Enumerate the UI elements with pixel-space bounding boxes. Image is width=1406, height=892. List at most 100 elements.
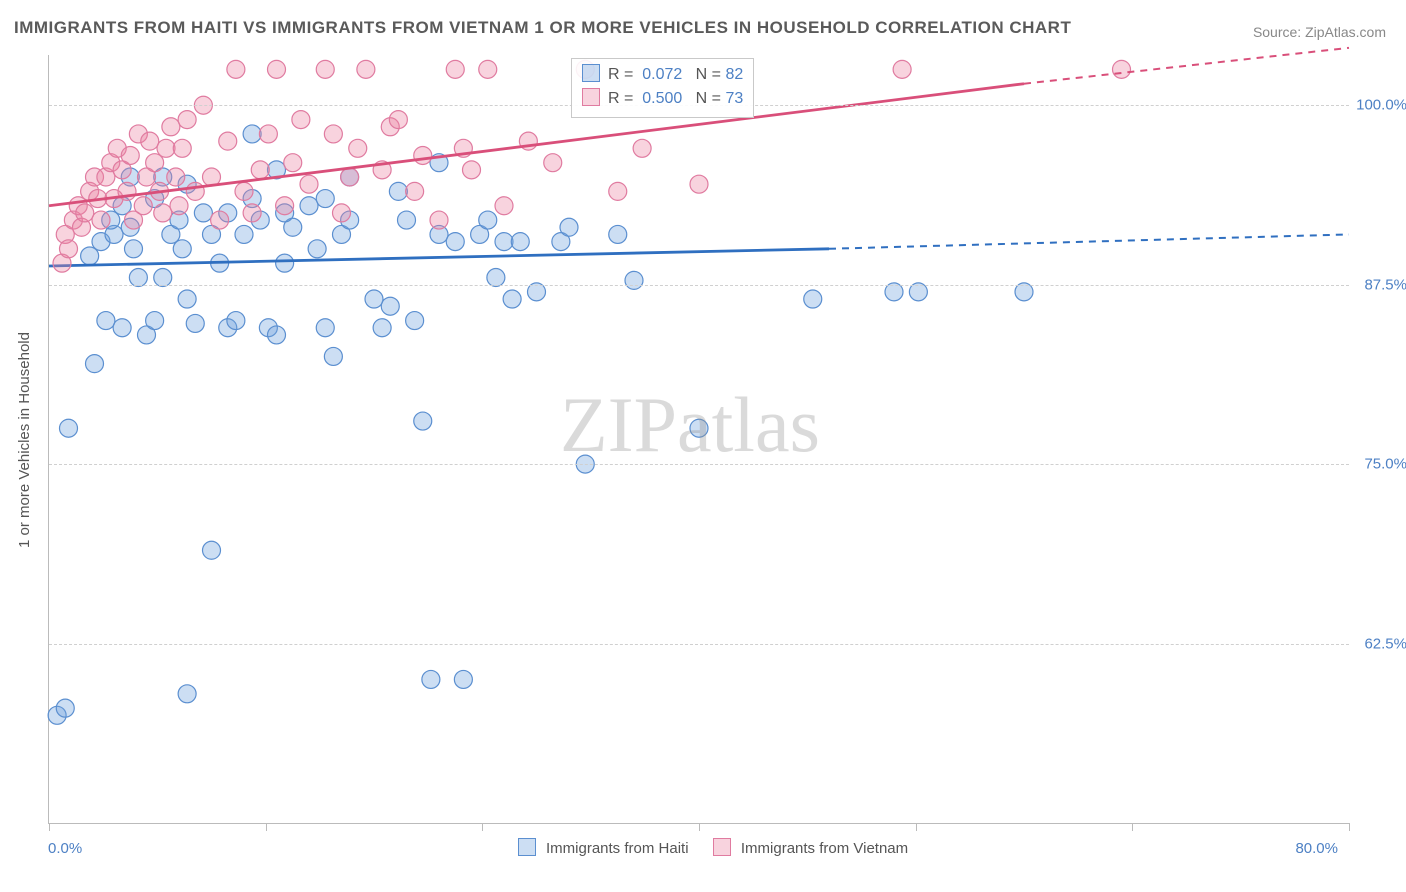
data-point-haiti: [97, 312, 115, 330]
data-point-vietnam: [414, 146, 432, 164]
data-point-haiti: [373, 319, 391, 337]
data-point-haiti: [227, 312, 245, 330]
data-point-haiti: [479, 211, 497, 229]
data-point-vietnam: [479, 60, 497, 78]
data-point-haiti: [178, 290, 196, 308]
x-tick: [1132, 823, 1133, 831]
data-point-haiti: [503, 290, 521, 308]
gridline-h: [49, 644, 1349, 645]
data-point-vietnam: [134, 197, 152, 215]
y-axis-title: 1 or more Vehicles in Household: [16, 332, 33, 548]
n-value: 73: [725, 90, 743, 107]
stats-legend: R = 0.072 N = 82R = 0.500 N = 73: [571, 58, 754, 118]
data-point-vietnam: [227, 60, 245, 78]
legend-swatch-vietnam: [713, 838, 731, 856]
data-point-haiti: [381, 297, 399, 315]
data-point-vietnam: [341, 168, 359, 186]
data-point-haiti: [268, 326, 286, 344]
swatch-icon: [582, 64, 600, 82]
x-tick: [266, 823, 267, 831]
legend-swatch-haiti: [518, 838, 536, 856]
data-point-vietnam: [60, 240, 78, 258]
data-point-vietnam: [76, 204, 94, 222]
trendline-ext-vietnam: [1024, 48, 1349, 84]
x-tick: [916, 823, 917, 831]
gridline-h: [49, 464, 1349, 465]
data-point-vietnam: [268, 60, 286, 78]
n-label: N =: [696, 90, 726, 107]
data-point-vietnam: [1113, 60, 1131, 78]
stats-row-vietnam: R = 0.500 N = 73: [582, 87, 743, 111]
data-point-haiti: [389, 182, 407, 200]
data-point-haiti: [56, 699, 74, 717]
data-point-haiti: [324, 347, 342, 365]
data-point-haiti: [86, 355, 104, 373]
legend-label-vietnam: Immigrants from Vietnam: [741, 840, 908, 857]
data-point-vietnam: [893, 60, 911, 78]
data-point-haiti: [625, 271, 643, 289]
scatter-svg: [49, 55, 1349, 823]
data-point-vietnam: [292, 111, 310, 129]
chart-title: IMMIGRANTS FROM HAITI VS IMMIGRANTS FROM…: [14, 18, 1071, 38]
legend-label-haiti: Immigrants from Haiti: [546, 840, 689, 857]
x-tick: [1349, 823, 1350, 831]
n-label: N =: [696, 66, 726, 83]
data-point-vietnam: [430, 211, 448, 229]
data-point-vietnam: [609, 182, 627, 200]
data-point-vietnam: [463, 161, 481, 179]
data-point-haiti: [446, 233, 464, 251]
data-point-vietnam: [178, 111, 196, 129]
data-point-vietnam: [349, 139, 367, 157]
data-point-vietnam: [276, 197, 294, 215]
data-point-vietnam: [167, 168, 185, 186]
trendline-haiti: [49, 249, 829, 266]
swatch-icon: [582, 88, 600, 106]
n-value: 82: [725, 66, 743, 83]
data-point-haiti: [178, 685, 196, 703]
data-point-haiti: [495, 233, 513, 251]
data-point-haiti: [243, 125, 261, 143]
r-label: R =: [608, 90, 638, 107]
data-point-vietnam: [235, 182, 253, 200]
data-point-vietnam: [495, 197, 513, 215]
legend-bottom: Immigrants from Haiti Immigrants from Vi…: [0, 838, 1406, 857]
data-point-haiti: [454, 670, 472, 688]
x-tick: [482, 823, 483, 831]
data-point-vietnam: [300, 175, 318, 193]
data-point-vietnam: [389, 111, 407, 129]
data-point-vietnam: [259, 125, 277, 143]
stats-row-haiti: R = 0.072 N = 82: [582, 63, 743, 87]
data-point-haiti: [186, 314, 204, 332]
data-point-haiti: [690, 419, 708, 437]
data-point-haiti: [365, 290, 383, 308]
data-point-haiti: [316, 319, 334, 337]
data-point-vietnam: [251, 161, 269, 179]
data-point-haiti: [60, 419, 78, 437]
gridline-h: [49, 285, 1349, 286]
data-point-haiti: [113, 319, 131, 337]
data-point-haiti: [300, 197, 318, 215]
data-point-vietnam: [157, 139, 175, 157]
data-point-vietnam: [170, 197, 188, 215]
data-point-vietnam: [633, 139, 651, 157]
data-point-haiti: [406, 312, 424, 330]
data-point-vietnam: [154, 204, 172, 222]
data-point-haiti: [235, 225, 253, 243]
data-point-haiti: [398, 211, 416, 229]
data-point-vietnam: [92, 211, 110, 229]
x-tick: [699, 823, 700, 831]
y-tick-label: 87.5%: [1364, 276, 1406, 293]
data-point-vietnam: [316, 60, 334, 78]
data-point-haiti: [194, 204, 212, 222]
data-point-vietnam: [121, 146, 139, 164]
data-point-haiti: [125, 240, 143, 258]
data-point-haiti: [308, 240, 326, 258]
data-point-haiti: [146, 312, 164, 330]
data-point-vietnam: [162, 118, 180, 136]
data-point-vietnam: [333, 204, 351, 222]
data-point-vietnam: [186, 182, 204, 200]
data-point-haiti: [173, 240, 191, 258]
data-point-vietnam: [357, 60, 375, 78]
data-point-haiti: [609, 225, 627, 243]
data-point-haiti: [276, 254, 294, 272]
